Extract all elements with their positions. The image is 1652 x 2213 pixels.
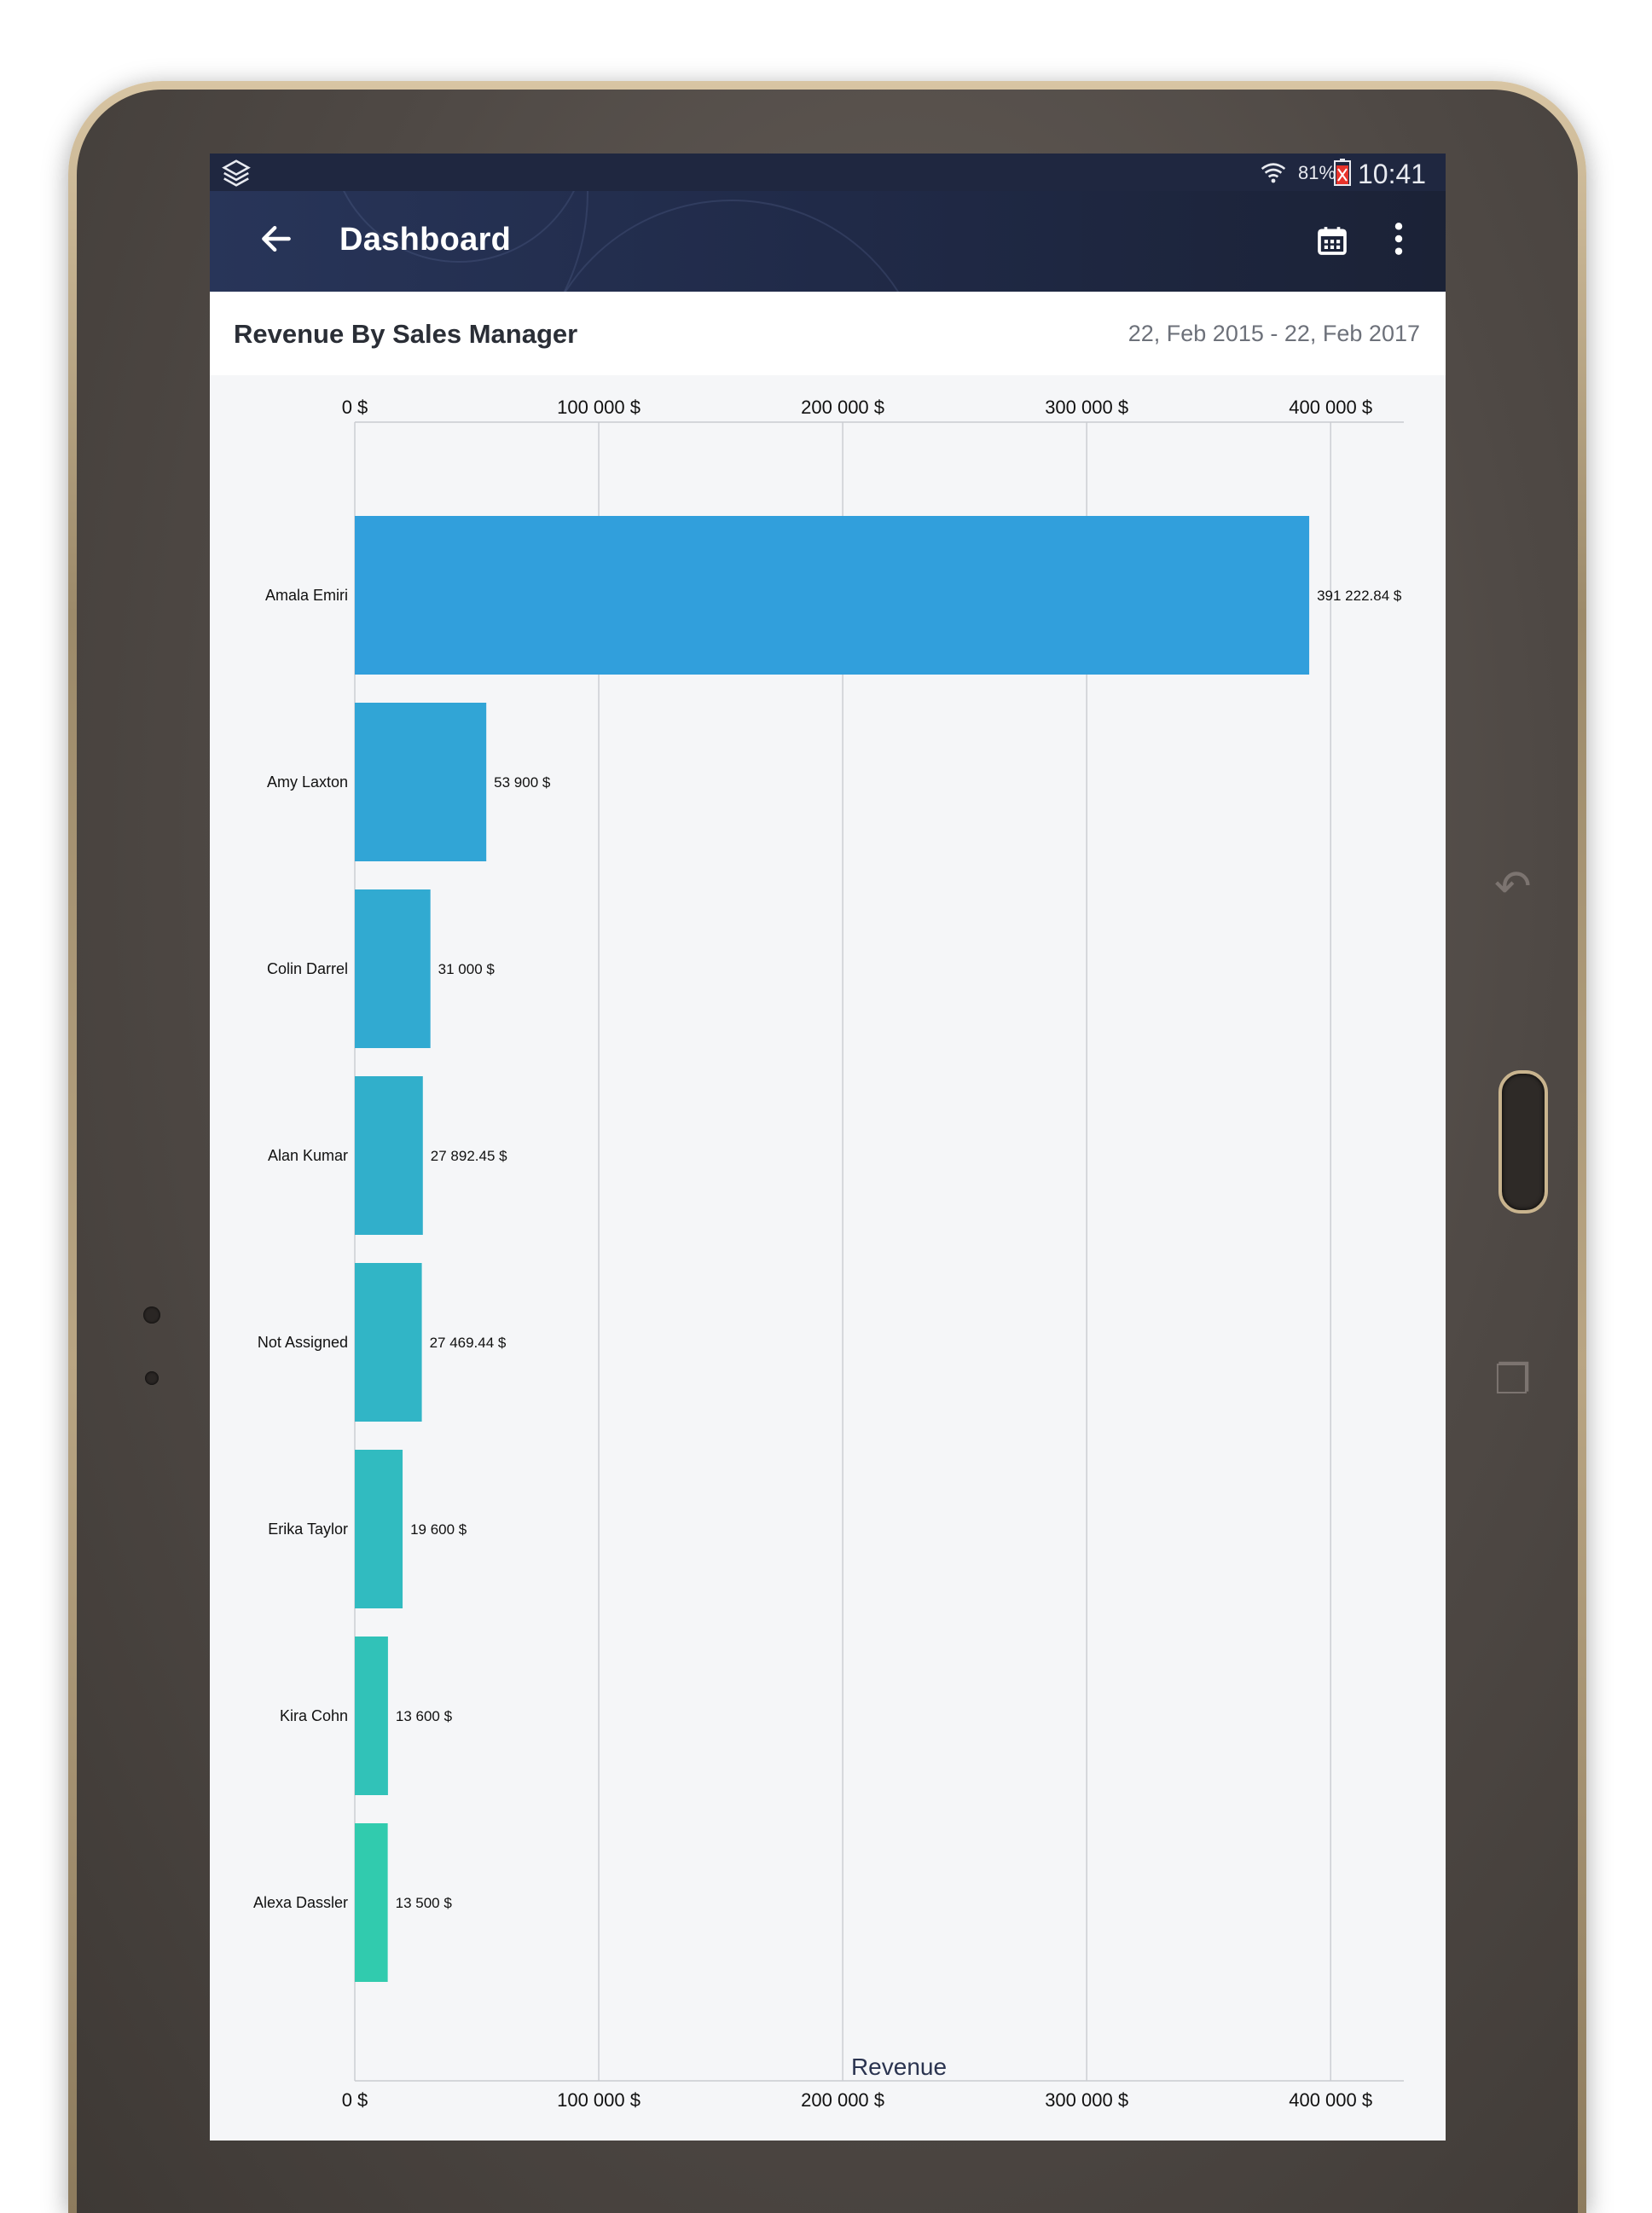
status-bar: 81% 10:41 <box>210 154 1446 191</box>
bar <box>355 1076 423 1235</box>
page-title: Dashboard <box>339 222 512 258</box>
device-screen: 81% 10:41 Dashboard <box>210 154 1446 2141</box>
light-sensor <box>145 1371 159 1385</box>
back-arrow-icon[interactable] <box>258 220 295 258</box>
x-tick-label-bottom: 100 000 $ <box>557 2089 641 2111</box>
x-tick-label-bottom: 300 000 $ <box>1045 2089 1128 2111</box>
layers-icon <box>222 159 251 187</box>
battery-icon <box>1334 159 1351 186</box>
app-bar: Dashboard <box>210 191 1446 292</box>
category-label: Erika Taylor <box>268 1521 348 1538</box>
data-label: 391 222.84 $ <box>1317 588 1402 604</box>
data-label: 19 600 $ <box>410 1521 467 1538</box>
data-label: 27 892.45 $ <box>431 1148 507 1164</box>
data-label: 13 600 $ <box>396 1708 453 1724</box>
calendar-icon[interactable] <box>1315 223 1349 258</box>
category-label: Alexa Dassler <box>253 1894 348 1911</box>
data-label: 31 000 $ <box>438 961 496 977</box>
recent-apps-key-icon[interactable]: ❐ <box>1494 1358 1532 1403</box>
bar <box>355 1823 388 1982</box>
category-label: Kira Cohn <box>280 1707 348 1724</box>
wifi-icon <box>1261 163 1286 183</box>
battery-percent: 81% <box>1298 162 1336 183</box>
more-options-icon[interactable] <box>1390 220 1407 258</box>
bar <box>355 1450 403 1608</box>
clock: 10:41 <box>1358 159 1427 189</box>
bar <box>355 889 431 1048</box>
x-tick-label-top: 200 000 $ <box>801 397 884 418</box>
date-range[interactable]: 22, Feb 2015 - 22, Feb 2017 <box>1127 321 1420 346</box>
data-label: 27 469.44 $ <box>430 1335 507 1351</box>
chart-card-header: Revenue By Sales Manager 22, Feb 2015 - … <box>210 292 1446 376</box>
bar <box>355 516 1310 675</box>
chart-title: Revenue By Sales Manager <box>234 319 578 349</box>
x-tick-label-bottom: 0 $ <box>342 2089 368 2111</box>
bar <box>355 1263 422 1422</box>
x-tick-label-top: 0 $ <box>342 397 368 418</box>
category-label: Colin Darrel <box>267 960 348 977</box>
home-button[interactable] <box>1498 1070 1548 1214</box>
back-key-icon[interactable]: ↶ <box>1494 862 1532 912</box>
x-tick-label-top: 300 000 $ <box>1045 397 1128 418</box>
bar <box>355 703 487 861</box>
data-label: 53 900 $ <box>494 774 551 791</box>
data-label: 13 500 $ <box>396 1895 453 1911</box>
category-label: Not Assigned <box>258 1334 348 1351</box>
x-axis-title: Revenue <box>851 2054 947 2080</box>
x-tick-label-top: 100 000 $ <box>557 397 641 418</box>
category-label: Amala Emiri <box>265 587 348 604</box>
revenue-bar-chart: 0 $ 0 $ 100 000 $ 100 000 $ 200 000 $ 200 000… <box>210 375 1446 2141</box>
decorative-circle <box>534 200 930 292</box>
x-tick-label-bottom: 200 000 $ <box>801 2089 884 2111</box>
x-tick-label-top: 400 000 $ <box>1289 397 1372 418</box>
x-tick-label-bottom: 400 000 $ <box>1289 2089 1372 2111</box>
bar <box>355 1637 388 1795</box>
category-label: Alan Kumar <box>268 1147 348 1164</box>
front-camera <box>143 1306 160 1324</box>
category-label: Amy Laxton <box>267 773 348 791</box>
